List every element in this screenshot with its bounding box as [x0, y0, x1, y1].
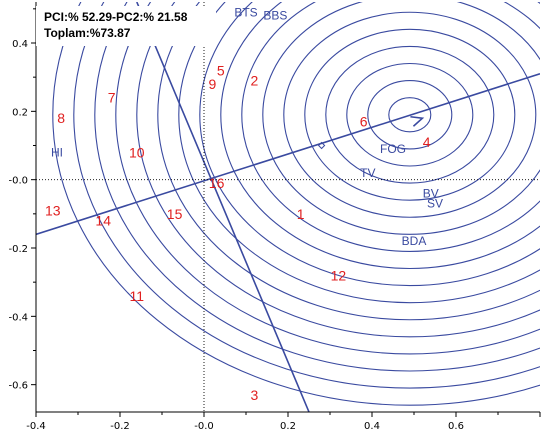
average-environment-marker: [317, 141, 326, 150]
trait-label: HI: [51, 145, 63, 159]
concentric-circle: [262, 2, 540, 235]
genotype-label: 1: [297, 206, 305, 222]
concentric-circle: [115, 2, 540, 355]
y-tick-label: -0.0: [8, 176, 28, 187]
x-tick-label: 0.6: [448, 421, 464, 432]
genotype-label: 16: [209, 175, 225, 191]
concentric-circle: [199, 2, 540, 287]
trait-label: BTS: [234, 5, 257, 19]
genotype-label: 8: [57, 110, 65, 126]
perpendicular-line: [136, 2, 310, 412]
concentric-circle: [304, 28, 516, 201]
concentric-circle: [220, 2, 540, 270]
concentric-circles: [52, 2, 540, 406]
genotype-label: 7: [108, 90, 116, 106]
y-tick-label: 0.4: [12, 39, 28, 50]
arrow-head: [410, 115, 425, 127]
axes: [31, 2, 541, 417]
chart-title: PCI:% 52.29-PC2:% 21.58 Toplam:%73.87: [36, 6, 216, 46]
genotype-label: 13: [45, 202, 61, 218]
reference-lines: [36, 2, 540, 412]
trait-label: BBS: [263, 9, 287, 23]
concentric-circle: [241, 2, 540, 252]
genotype-label: 3: [251, 387, 259, 403]
concentric-circle: [52, 2, 540, 406]
genotype-label: 5: [217, 62, 225, 78]
genotype-label: 14: [95, 213, 111, 229]
y-tick-label: -0.2: [8, 244, 28, 255]
genotype-label: 4: [423, 134, 431, 150]
trait-label: FOG: [380, 142, 406, 156]
concentric-circle: [73, 2, 540, 389]
genotype-label: 10: [129, 144, 145, 160]
tick-labels: -0.4 -0.2 -0.0 0.2 0.4 0.6 0.4 0.2 -0.0 -0.2 -0.4 -…: [8, 39, 463, 432]
concentric-circle: [157, 2, 540, 321]
x-tick-label: -0.2: [110, 421, 130, 432]
concentric-circle: [178, 2, 540, 304]
average-environment-axis: [36, 72, 540, 236]
y-tick-label: -0.6: [8, 381, 28, 392]
concentric-circle: [388, 97, 432, 133]
trait-label: BV: [423, 186, 439, 200]
concentric-circle: [283, 11, 537, 218]
genotype-label: 15: [167, 206, 183, 222]
genotype-label: 2: [251, 73, 259, 89]
concentric-circle: [346, 62, 474, 167]
x-tick-label: 0.4: [364, 421, 380, 432]
y-tick-label: 0.2: [12, 107, 28, 118]
x-tick-label: 0.2: [280, 421, 296, 432]
title-line-2: Toplam:%73.87: [44, 26, 131, 40]
genotype-label: 12: [331, 267, 347, 283]
concentric-circle: [94, 2, 540, 372]
x-tick-label: -0.0: [194, 421, 214, 432]
concentric-circle: [325, 45, 495, 184]
genotype-label: 11: [130, 288, 145, 304]
genotype-label: 9: [209, 76, 217, 92]
trait-label: BDA: [402, 234, 427, 248]
genotype-label: 6: [360, 114, 368, 130]
concentric-circle: [367, 80, 453, 150]
title-line-1: PCI:% 52.29-PC2:% 21.58: [44, 10, 188, 24]
trait-label: SV: [427, 197, 443, 211]
y-tick-label: -0.4: [8, 312, 28, 323]
trait-label: TV: [360, 166, 375, 180]
x-tick-label: -0.4: [26, 421, 46, 432]
concentric-circle: [136, 2, 540, 338]
